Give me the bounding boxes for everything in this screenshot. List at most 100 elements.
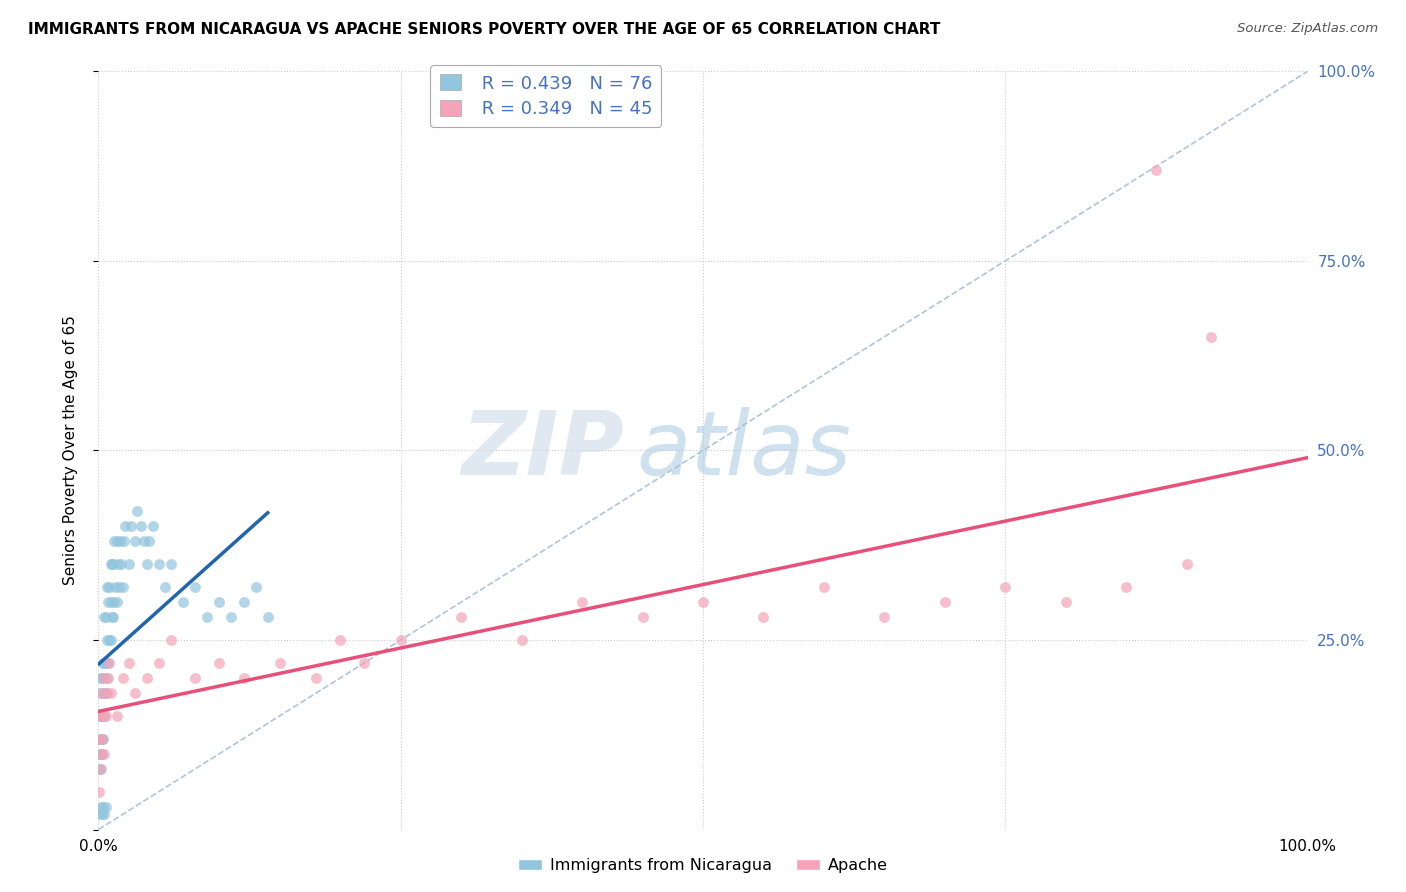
- Point: [329, 633, 352, 648]
- Point: [105, 595, 128, 609]
- Point: [91, 807, 114, 822]
- Point: [91, 731, 114, 746]
- Point: [105, 534, 128, 549]
- Point: [111, 580, 134, 594]
- Point: [90, 747, 112, 761]
- Point: [124, 534, 146, 549]
- Point: [100, 557, 122, 572]
- Point: [195, 610, 218, 624]
- Point: [89, 731, 111, 746]
- Point: [245, 580, 267, 594]
- Point: [91, 708, 114, 723]
- Point: [994, 580, 1017, 594]
- Point: [96, 580, 118, 594]
- Point: [142, 519, 165, 533]
- Point: [90, 671, 112, 685]
- Point: [100, 557, 122, 572]
- Point: [90, 731, 112, 746]
- Point: [135, 671, 157, 685]
- Point: [510, 633, 533, 648]
- Point: [100, 686, 122, 700]
- Point: [160, 633, 183, 648]
- Point: [124, 686, 146, 700]
- Point: [94, 708, 117, 723]
- Point: [93, 708, 115, 723]
- Point: [389, 633, 412, 648]
- Point: [118, 557, 141, 572]
- Point: [98, 580, 121, 594]
- Point: [1054, 595, 1077, 609]
- Point: [100, 633, 122, 648]
- Point: [120, 519, 142, 533]
- Point: [105, 708, 128, 723]
- Point: [208, 656, 231, 670]
- Point: [450, 610, 472, 624]
- Point: [87, 762, 110, 776]
- Point: [103, 534, 125, 549]
- Point: [87, 785, 110, 799]
- Point: [134, 534, 156, 549]
- Point: [752, 610, 775, 624]
- Point: [97, 671, 120, 685]
- Point: [135, 557, 157, 572]
- Point: [101, 557, 124, 572]
- Point: [89, 762, 111, 776]
- Point: [1199, 330, 1222, 344]
- Point: [91, 731, 114, 746]
- Point: [232, 595, 254, 609]
- Point: [138, 534, 160, 549]
- Point: [93, 686, 115, 700]
- Point: [97, 656, 120, 670]
- Point: [91, 708, 114, 723]
- Point: [172, 595, 194, 609]
- Legend:  R = 0.439   N = 76,  R = 0.349   N = 45: R = 0.439 N = 76, R = 0.349 N = 45: [430, 65, 661, 127]
- Point: [114, 519, 136, 533]
- Point: [98, 633, 121, 648]
- Point: [100, 610, 122, 624]
- Point: [571, 595, 593, 609]
- Point: [96, 686, 118, 700]
- Point: [89, 686, 111, 700]
- Y-axis label: Seniors Poverty Over the Age of 65: Seniors Poverty Over the Age of 65: [63, 316, 77, 585]
- Point: [127, 504, 149, 518]
- Text: atlas: atlas: [637, 408, 852, 493]
- Text: Source: ZipAtlas.com: Source: ZipAtlas.com: [1237, 22, 1378, 36]
- Point: [90, 708, 112, 723]
- Point: [148, 656, 170, 670]
- Point: [108, 580, 131, 594]
- Point: [93, 610, 115, 624]
- Point: [89, 747, 111, 761]
- Point: [101, 610, 124, 624]
- Point: [93, 747, 115, 761]
- Point: [100, 595, 122, 609]
- Point: [93, 807, 115, 822]
- Point: [813, 580, 835, 594]
- Point: [96, 633, 118, 648]
- Point: [91, 747, 114, 761]
- Point: [221, 610, 243, 624]
- Point: [94, 656, 117, 670]
- Point: [90, 762, 112, 776]
- Point: [873, 610, 896, 624]
- Point: [104, 580, 127, 594]
- Point: [256, 610, 278, 624]
- Point: [94, 610, 117, 624]
- Point: [353, 656, 375, 670]
- Point: [129, 519, 152, 533]
- Point: [118, 656, 141, 670]
- Point: [94, 800, 117, 814]
- Point: [232, 671, 254, 685]
- Point: [1115, 580, 1137, 594]
- Point: [111, 671, 134, 685]
- Text: IMMIGRANTS FROM NICARAGUA VS APACHE SENIORS POVERTY OVER THE AGE OF 65 CORRELATI: IMMIGRANTS FROM NICARAGUA VS APACHE SENI…: [28, 22, 941, 37]
- Point: [692, 595, 714, 609]
- Point: [184, 671, 207, 685]
- Point: [91, 686, 114, 700]
- Point: [89, 731, 111, 746]
- Point: [97, 595, 120, 609]
- Point: [208, 595, 231, 609]
- Point: [110, 557, 132, 572]
- Point: [91, 800, 114, 814]
- Point: [94, 686, 117, 700]
- Point: [305, 671, 328, 685]
